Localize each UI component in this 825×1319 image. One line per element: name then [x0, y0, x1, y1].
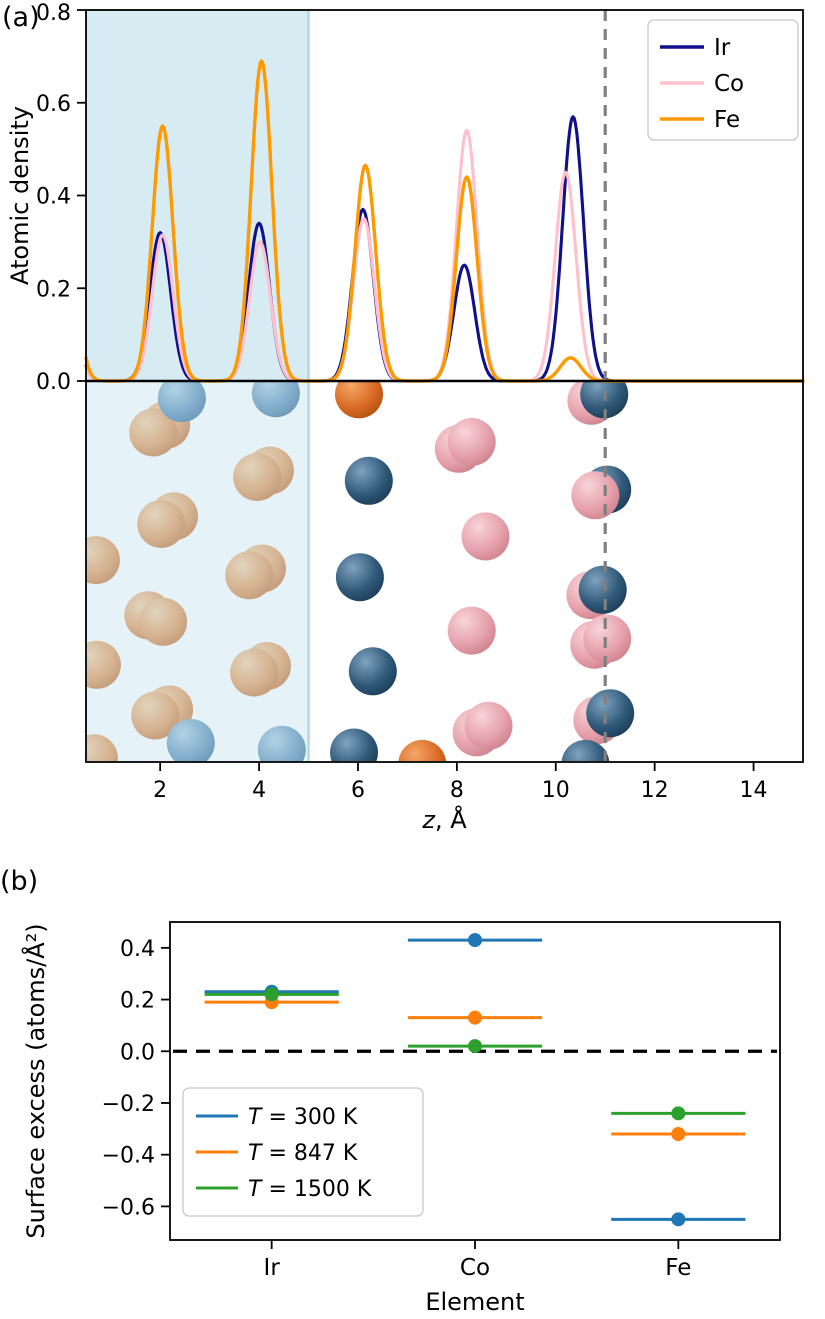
y-tick-label: −0.6 [102, 1195, 155, 1220]
atom-navy [335, 553, 384, 602]
structure-panel [87, 382, 635, 761]
atom-dorange [398, 739, 447, 761]
y-tick-label: 0.0 [36, 370, 71, 395]
legend-b-label: T = 1500 K [248, 1177, 372, 1202]
x-tick-label: 8 [450, 778, 464, 803]
y-tick-label: 0.0 [120, 1040, 155, 1065]
y-axis-label-a: Atomic density [6, 106, 34, 285]
atom-tan [225, 551, 274, 600]
atom-steel [157, 382, 206, 423]
y-tick-label: 0.2 [36, 277, 71, 302]
atom-navy [561, 739, 610, 761]
atom-navy [330, 728, 378, 761]
atom-pink [571, 471, 620, 520]
surface-excess-chart: −0.6 −0.4 −0.2 0.0 0.2 0.4 Ir Co Fe Element Surfac… [21, 921, 781, 1316]
atom-tan [230, 648, 279, 697]
x-tick-label: 14 [740, 778, 768, 803]
panel-a-label: (a) [2, 2, 40, 33]
data-point [264, 987, 279, 1002]
panel-b-label: (b) [0, 866, 39, 897]
atom-tan [131, 691, 180, 740]
legend-a: Ir Co Fe [647, 19, 799, 141]
atom-pink [447, 418, 496, 466]
data-point [468, 1010, 482, 1025]
y-tick-label: 0.6 [36, 92, 71, 117]
x-tick-label-Co: Co [460, 1255, 490, 1281]
y-tick-label: 0.8 [36, 1, 71, 26]
atom-tan [87, 640, 121, 689]
atom-dorange [335, 382, 383, 419]
atom-tan [233, 453, 282, 501]
data-point [671, 1127, 686, 1141]
legend-a-label-Ir: Ir [714, 35, 731, 61]
y-tick-label: 0.2 [120, 989, 155, 1014]
y-tick-label: −0.2 [102, 1092, 155, 1117]
y-axis-label-b: Surface excess (atoms/Å²) [21, 923, 50, 1238]
atom-steel [251, 382, 300, 418]
atom-pink [583, 614, 632, 663]
atom-steel [257, 725, 306, 761]
atom-pink [464, 701, 513, 750]
axes-box-a [85, 9, 804, 763]
x-tick-label-Fe: Fe [665, 1255, 691, 1281]
legend-a-box [647, 19, 799, 141]
atom-navy [348, 647, 397, 696]
data-point [671, 1212, 686, 1227]
x-tick-label-Ir: Ir [264, 1255, 281, 1281]
atom-tan [137, 499, 186, 548]
y-tick-label: −0.4 [102, 1144, 155, 1169]
legend-b-label: T = 300 K [248, 1105, 358, 1130]
legend-a-label-Fe: Fe [714, 107, 740, 133]
legend-b-label: T = 847 K [248, 1141, 358, 1166]
x-tick-label: 4 [252, 778, 266, 803]
data-point [468, 933, 482, 948]
atom-tan [129, 408, 178, 457]
legend-a-label-Co: Co [714, 71, 744, 97]
atom-tan [87, 734, 118, 761]
data-point [671, 1106, 686, 1121]
x-tick-label: 6 [351, 778, 365, 803]
shaded-region-bottom [86, 381, 309, 762]
density-and-structure-chart: 0.0 0.2 0.4 0.6 0.8 2 4 6 8 10 12 14 z, Å Atomic dens… [6, 1, 805, 834]
x-tick-label: 2 [153, 778, 167, 803]
y-tick-label: 0.4 [120, 937, 155, 962]
x-axis-label-a: z, Å [421, 805, 467, 834]
atom-navy [578, 565, 627, 614]
x-tick-label: 12 [641, 778, 669, 803]
atom-tan [139, 597, 188, 646]
atom-navy [344, 456, 393, 505]
atom-tan [87, 536, 120, 585]
atom-pink [447, 606, 496, 655]
atom-pink [461, 512, 510, 561]
atom-navy [586, 689, 635, 738]
atom-steel [166, 719, 215, 761]
legend-b-box [182, 1087, 424, 1217]
x-axis-label-b: Element [425, 1288, 524, 1316]
y-tick-label: 0.4 [36, 185, 71, 210]
legend-b: T = 300 K T = 847 K T = 1500 K [182, 1087, 424, 1217]
data-point [468, 1039, 482, 1054]
x-tick-label: 10 [542, 778, 570, 803]
